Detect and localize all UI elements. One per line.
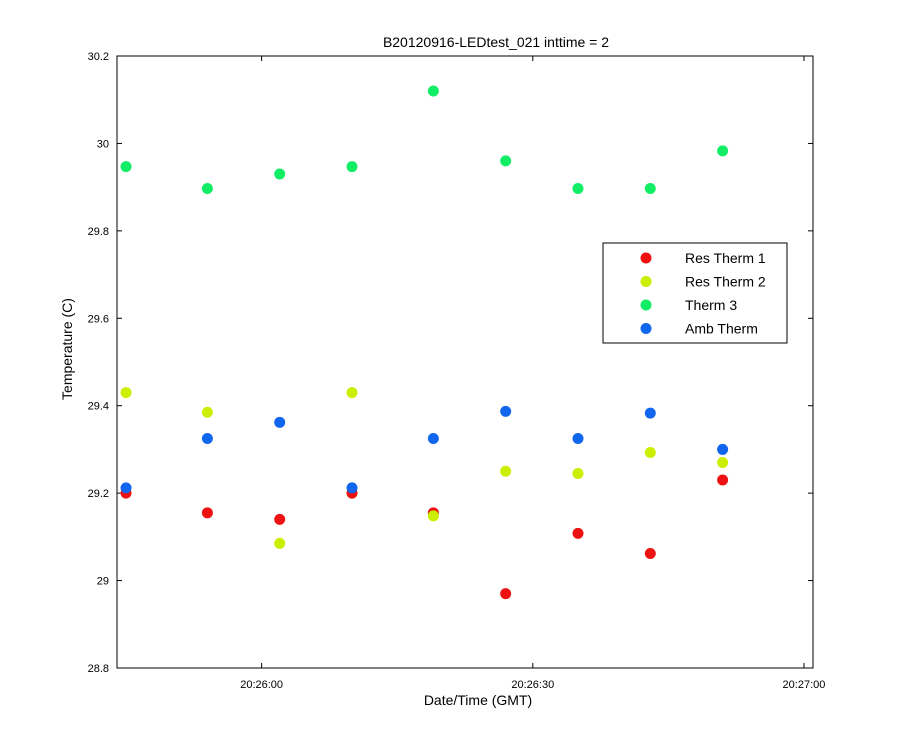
legend-marker: [640, 276, 652, 287]
y-tick-label: 29.4: [88, 401, 109, 413]
legend-item-therm-3: Therm 3: [640, 297, 737, 313]
point-res-therm-2: [644, 446, 656, 458]
point-res-therm-2: [346, 387, 358, 399]
point-therm-3: [201, 182, 213, 194]
y-axis-title: Temperature (C): [59, 298, 75, 400]
point-therm-3: [427, 85, 439, 97]
legend-label: Res Therm 1: [685, 250, 766, 266]
point-res-therm-2: [500, 465, 512, 477]
point-amb-therm: [120, 482, 132, 494]
legend-box: [602, 242, 788, 344]
point-therm-3: [120, 161, 132, 173]
legend-item-res-therm-2: Res Therm 2: [640, 274, 766, 290]
legend: Res Therm 1 Res Therm 2 Therm 3 Amb Therm: [602, 242, 788, 344]
point-res-therm-2: [201, 406, 213, 418]
point-res-therm-1: [572, 527, 584, 539]
plot-area-frame: [116, 55, 814, 669]
y-tick-label: 30: [97, 138, 109, 150]
legend-marker: [640, 323, 652, 334]
point-amb-therm: [717, 443, 729, 455]
point-res-therm-2: [120, 387, 132, 399]
point-therm-3: [500, 155, 512, 167]
x-tick-label: 20:26:00: [240, 679, 283, 691]
point-amb-therm: [346, 482, 358, 494]
point-therm-3: [346, 161, 358, 173]
legend-label: Therm 3: [685, 297, 737, 313]
legend-label: Amb Therm: [685, 321, 758, 337]
point-amb-therm: [427, 433, 439, 444]
data-points: [120, 85, 729, 600]
point-amb-therm: [500, 405, 512, 417]
x-tick-label: 20:27:00: [783, 679, 826, 691]
legend-item-res-therm-1: Res Therm 1: [640, 250, 766, 266]
point-amb-therm: [201, 433, 213, 444]
point-amb-therm: [274, 416, 286, 428]
point-res-therm-1: [201, 507, 213, 519]
point-amb-therm: [572, 433, 584, 444]
legend-label: Res Therm 2: [685, 274, 766, 290]
legend-marker: [640, 252, 652, 264]
point-therm-3: [644, 182, 656, 194]
series-amb-therm: [120, 405, 729, 494]
point-res-therm-2: [572, 467, 584, 479]
point-amb-therm: [644, 407, 656, 419]
point-therm-3: [274, 168, 286, 180]
y-tick-label: 29.6: [88, 313, 109, 325]
chart-title: B20120916-LEDtest_021 inttime = 2: [383, 34, 609, 50]
y-tick-label: 29: [97, 576, 109, 588]
series-res-therm-2: [120, 387, 729, 549]
y-tick-label: 29.8: [88, 226, 109, 238]
point-res-therm-2: [274, 537, 286, 549]
series-therm-3: [120, 85, 729, 194]
point-res-therm-1: [717, 474, 729, 486]
point-res-therm-1: [644, 547, 656, 559]
axis-ticks: 28.8 29 29.2 29.4 29.6 29.8 30 30.2 20:26:00 20:2…: [88, 51, 826, 691]
y-tick-label: 30.2: [88, 51, 109, 63]
point-res-therm-1: [500, 588, 512, 600]
point-res-therm-2: [427, 510, 439, 522]
point-res-therm-1: [274, 513, 286, 525]
legend-item-amb-therm: Amb Therm: [640, 321, 758, 337]
point-therm-3: [717, 145, 729, 157]
y-tick-label: 29.2: [88, 488, 109, 500]
series-res-therm-1: [120, 474, 729, 600]
x-axis-title: Date/Time (GMT): [424, 692, 532, 708]
x-tick-label: 20:26:30: [511, 679, 554, 691]
point-therm-3: [572, 182, 584, 194]
legend-marker: [640, 299, 652, 311]
y-tick-label: 28.8: [88, 663, 109, 675]
point-res-therm-2: [717, 457, 729, 469]
